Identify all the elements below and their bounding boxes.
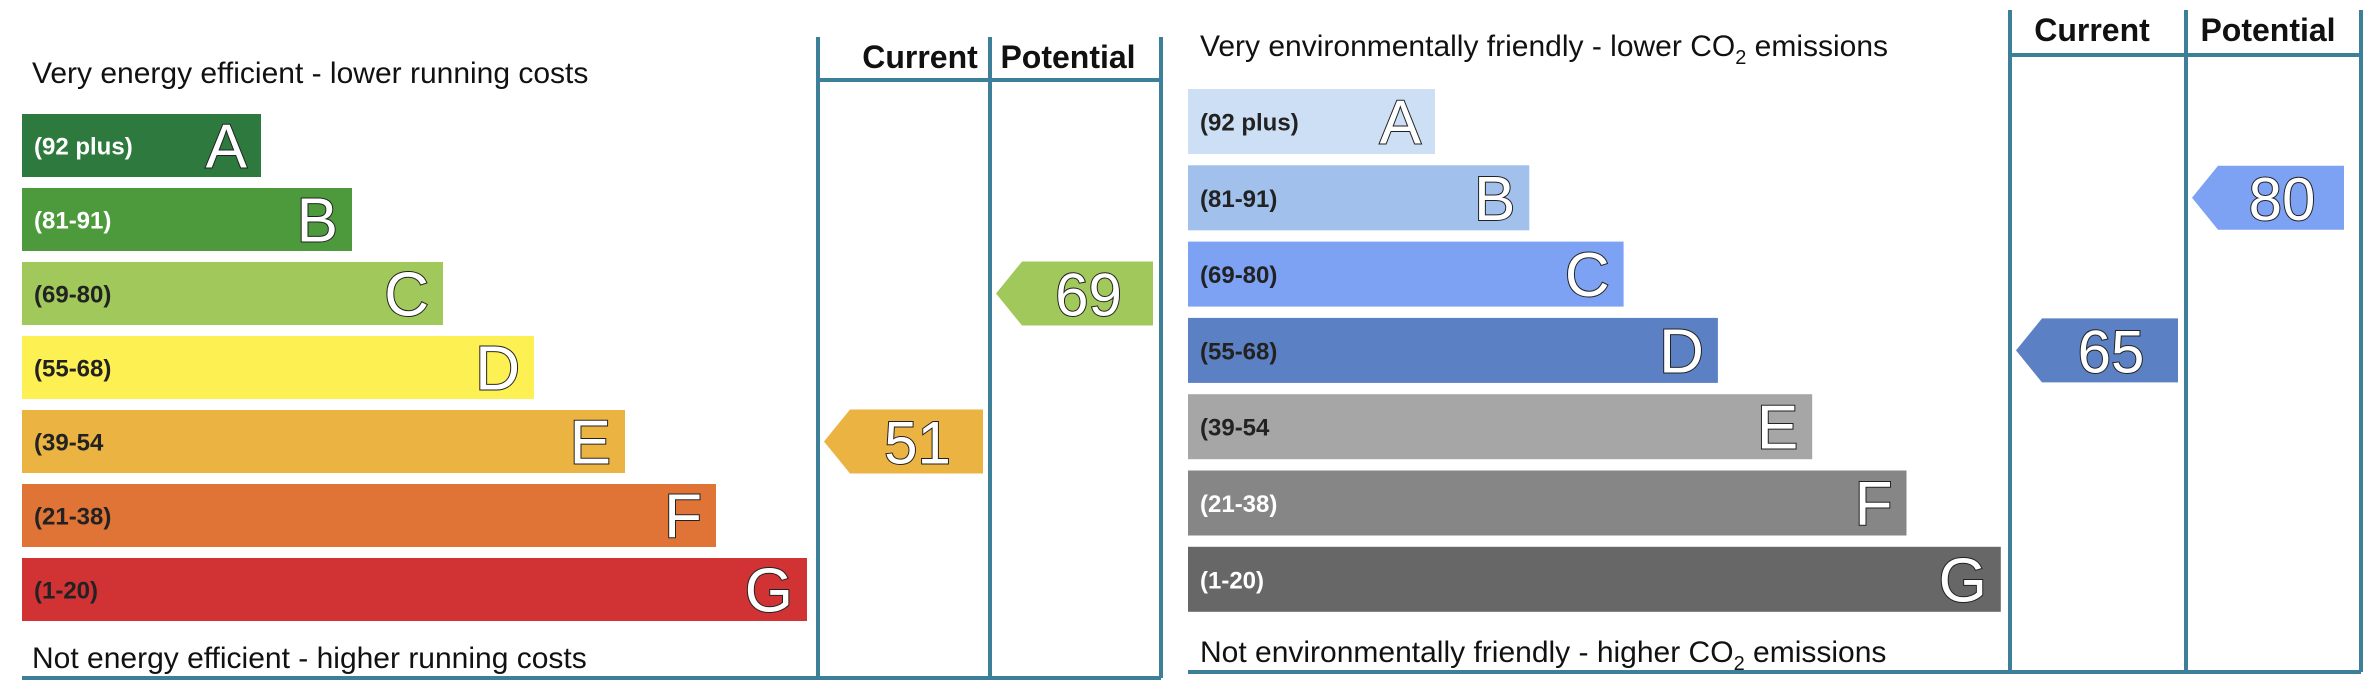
energy-rating-arrows: 51 69 xyxy=(824,261,1153,478)
environment-top-label-main: Very environmentally friendly - lower CO xyxy=(1200,30,1735,63)
band-letter: B xyxy=(1474,165,1515,234)
current-arrow-shape xyxy=(824,409,983,474)
band-c: (69-80) C xyxy=(22,260,443,331)
band-letter: G xyxy=(1939,546,1987,615)
potential-rating-arrow: 80 xyxy=(2192,165,2344,234)
band-bar xyxy=(1188,317,1718,383)
band-letter: F xyxy=(664,483,702,552)
potential-rating-arrow: 69 xyxy=(996,261,1153,330)
potential-arrow-shape xyxy=(996,261,1153,326)
environment-current-header: Current xyxy=(2034,12,2150,48)
band-letter: C xyxy=(1565,241,1610,310)
band-letter: E xyxy=(1757,394,1798,463)
current-rating-value: 51 xyxy=(884,410,951,477)
energy-current-header: Current xyxy=(862,39,978,75)
band-letter: D xyxy=(1659,317,1704,386)
environment-bottom-label-subscript: 2 xyxy=(1734,653,1745,675)
environment-top-label: Very environmentally friendly - lower CO… xyxy=(1200,30,1888,69)
current-rating-value: 65 xyxy=(2078,318,2145,385)
environment-bottom-label-suffix: emissions xyxy=(1745,636,1887,669)
band-bar xyxy=(22,114,261,177)
energy-bands: (92 plus) A(81-91) B(69-80) C(55-68) D(39-54… xyxy=(22,112,807,627)
band-range-label: (21-38) xyxy=(1200,491,1277,518)
band-d: (55-68) D xyxy=(22,334,534,405)
potential-rating-value: 69 xyxy=(1055,262,1122,329)
current-rating-arrow: 51 xyxy=(824,409,983,478)
band-bar xyxy=(22,188,352,251)
band-range-label: (69-80) xyxy=(1200,262,1277,289)
band-f: (21-38) F xyxy=(22,482,716,553)
environment-top-label-suffix: emissions xyxy=(1746,30,1888,63)
band-range-label: (81-91) xyxy=(1200,186,1277,213)
environment-top-label-subscript: 2 xyxy=(1735,47,1746,69)
potential-rating-value: 80 xyxy=(2249,166,2316,233)
band-range-label: (92 plus) xyxy=(34,134,133,161)
environment-rating-arrows: 65 80 xyxy=(2016,165,2344,386)
energy-bottom-label: Not energy efficient - higher running co… xyxy=(32,642,587,675)
band-e: (39-54 E xyxy=(1188,393,1813,464)
band-letter: A xyxy=(1380,89,1422,158)
band-g: (1-20) G xyxy=(22,556,807,627)
band-a: (92 plus) A xyxy=(1188,88,1435,159)
energy-efficiency-chart: Current Potential Very energy efficient … xyxy=(22,37,1163,680)
band-letter: B xyxy=(297,187,338,256)
band-bar xyxy=(1188,165,1530,231)
band-bar xyxy=(22,484,716,547)
energy-potential-header: Potential xyxy=(1000,39,1135,75)
band-bar xyxy=(22,558,807,621)
band-range-label: (69-80) xyxy=(34,282,111,309)
band-range-label: (39-54 xyxy=(34,430,104,457)
band-range-label: (81-91) xyxy=(34,208,111,235)
environmental-impact-chart: Current Potential Very environmentally f… xyxy=(1188,10,2363,675)
band-g: (1-20) G xyxy=(1188,545,2001,616)
band-bar xyxy=(22,410,625,473)
band-f: (21-38) F xyxy=(1188,469,1907,540)
environment-bottom-label-main: Not environmentally friendly - higher CO xyxy=(1200,636,1734,669)
band-d: (55-68) D xyxy=(1188,316,1718,387)
environment-chart-frame xyxy=(1188,10,2363,674)
band-bar xyxy=(1188,470,1907,536)
band-b: (81-91) B xyxy=(22,186,352,257)
potential-arrow-shape xyxy=(2192,165,2344,230)
environment-bottom-label: Not environmentally friendly - higher CO… xyxy=(1200,636,1886,675)
band-range-label: (55-68) xyxy=(1200,338,1277,365)
band-bar xyxy=(1188,394,1813,460)
band-range-label: (92 plus) xyxy=(1200,110,1299,137)
energy-top-label: Very energy efficient - lower running co… xyxy=(32,57,588,90)
band-letter: D xyxy=(475,335,520,404)
current-rating-arrow: 65 xyxy=(2016,317,2178,386)
band-c: (69-80) C xyxy=(1188,240,1624,311)
band-letter: G xyxy=(745,557,793,626)
band-e: (39-54 E xyxy=(22,408,625,479)
current-arrow-shape xyxy=(2016,318,2178,383)
environment-potential-header: Potential xyxy=(2200,12,2335,48)
band-range-label: (1-20) xyxy=(1200,567,1264,594)
band-bar xyxy=(22,262,443,325)
band-letter: E xyxy=(570,409,611,478)
band-letter: C xyxy=(384,261,429,330)
band-bar xyxy=(1188,241,1624,307)
band-a: (92 plus) A xyxy=(22,112,261,183)
band-letter: A xyxy=(206,113,248,182)
band-range-label: (21-38) xyxy=(34,504,111,531)
band-range-label: (55-68) xyxy=(34,356,111,383)
environment-bands: (92 plus) A (81-91) B (69-80) C (55-68) D (39-54… xyxy=(1188,88,2001,616)
band-bar xyxy=(1188,546,2001,612)
band-bar xyxy=(1188,89,1435,154)
energy-chart-frame xyxy=(22,37,1163,680)
band-b: (81-91) B xyxy=(1188,164,1530,235)
band-letter: F xyxy=(1855,470,1893,539)
band-range-label: (1-20) xyxy=(34,578,98,605)
band-bar xyxy=(22,336,534,399)
band-range-label: (39-54 xyxy=(1200,415,1270,442)
